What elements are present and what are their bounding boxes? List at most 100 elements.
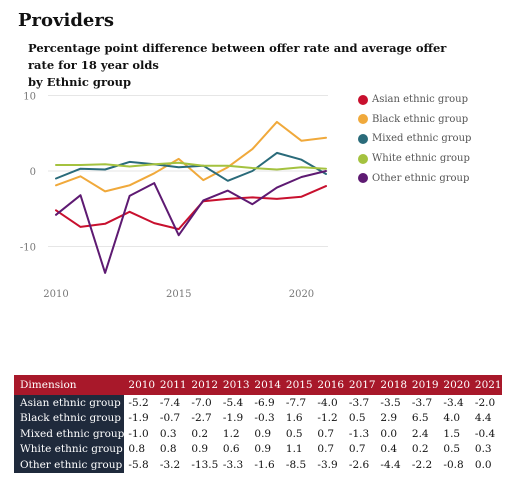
table-cell: -5.4 — [222, 396, 244, 409]
table-header-year: 2014 — [250, 375, 282, 395]
table-cell: -3.5 — [380, 396, 401, 409]
table-row-label: Asian ethnic group — [14, 395, 125, 411]
legend-label: Asian ethnic group — [372, 94, 468, 106]
table-row: White ethnic group 0.8 0.8 0.9 0.6 0.9 1.1 0.7 0… — [14, 441, 502, 457]
table-cell: 1.5 — [443, 427, 461, 440]
table-row-label: Mixed ethnic group — [14, 426, 125, 442]
table-cell: -0.7 — [159, 412, 181, 425]
table-cell: 1.2 — [222, 427, 240, 440]
table-header-year: 2012 — [187, 375, 219, 395]
y-tick-label: -10 — [20, 243, 36, 254]
table-cell: -1.3 — [348, 427, 370, 440]
table-row: Black ethnic group -1.9 -0.7 -2.7 -1.9 -0.3 1.… — [14, 410, 502, 426]
legend-swatch — [358, 173, 368, 184]
table-cell: -0.4 — [474, 427, 496, 440]
data-table: Dimension 2010 2011 2012 2013 2014 2015 2016 20… — [14, 375, 503, 473]
table-header-year: 2010 — [124, 375, 156, 395]
table-header-row: Dimension 2010 2011 2012 2013 2014 2015 2016 20… — [14, 375, 503, 395]
chart-subtitle-line-2: by Ethnic group — [28, 75, 132, 89]
table-cell: -5.2 — [128, 396, 149, 409]
table-cell: 6.5 — [411, 412, 429, 425]
table-cell: 0.9 — [254, 443, 272, 456]
table-cell: -0.8 — [443, 458, 464, 471]
table-cell: 0.2 — [411, 443, 429, 456]
series-line — [55, 170, 327, 274]
table-cell: -3.9 — [317, 458, 338, 471]
table-cell: 0.8 — [128, 443, 146, 456]
table-cell: -3.7 — [348, 396, 370, 409]
table-header-year: 2016 — [313, 375, 345, 395]
table-cell: -3.7 — [411, 396, 433, 409]
table-cell: 0.5 — [285, 427, 303, 440]
table-header-year: 2013 — [218, 375, 251, 395]
legend-label: White ethnic group — [372, 153, 470, 165]
page-title: Providers — [18, 10, 114, 31]
table-cell: -1.9 — [222, 412, 244, 425]
legend-swatch — [358, 94, 368, 105]
table-cell: -4.4 — [380, 458, 401, 471]
table-cell: -7.4 — [159, 396, 181, 409]
legend-label: Other ethnic group — [372, 172, 470, 184]
table-cell: 0.8 — [159, 443, 177, 456]
table-cell: 0.9 — [191, 443, 209, 456]
table-cell: 0.7 — [317, 427, 335, 440]
table-cell: 1.6 — [285, 412, 303, 425]
table-cell: 0.0 — [380, 427, 398, 440]
legend-item[interactable]: White ethnic group — [358, 149, 471, 169]
table-cell: 0.3 — [159, 427, 177, 440]
table-row: Mixed ethnic group -1.0 0.3 0.2 1.2 0.9 0.5 0.7… — [14, 426, 502, 442]
table-row-label: Black ethnic group — [14, 410, 125, 426]
table-cell: -0.3 — [254, 412, 275, 425]
table-cell: -3.4 — [443, 396, 464, 409]
table-cell: -3.2 — [159, 458, 181, 471]
series-line — [55, 120, 327, 193]
series-line — [55, 185, 327, 231]
table-cell: 4.4 — [474, 412, 492, 425]
chart-subtitle-line-1: Percentage point difference between offe… — [28, 41, 447, 72]
table-cell: -13.5 — [191, 458, 219, 471]
chart-subtitle: Percentage point difference between offe… — [28, 40, 448, 91]
table-cell: 0.4 — [380, 443, 398, 456]
table-cell: -6.9 — [254, 396, 275, 409]
table-header-year: 2020 — [439, 375, 471, 395]
table-cell: 0.5 — [348, 412, 366, 425]
table-cell: 0.0 — [474, 458, 492, 471]
table-cell: -2.0 — [474, 396, 496, 409]
table-cell: -7.7 — [285, 396, 307, 409]
legend-label: Black ethnic group — [372, 113, 469, 125]
table-row-label: Other ethnic group — [14, 457, 125, 473]
x-tick-label: 2020 — [289, 289, 314, 300]
table-cell: 1.1 — [285, 443, 303, 456]
legend-swatch — [358, 153, 368, 164]
table-cell: -7.0 — [191, 396, 212, 409]
table-row-label: White ethnic group — [14, 441, 125, 457]
legend-item[interactable]: Black ethnic group — [358, 110, 471, 130]
table-cell: 0.2 — [191, 427, 209, 440]
table-cell: 0.6 — [222, 443, 240, 456]
table-row: Other ethnic group -5.8 -3.2 -13.5 -3.3 -1.6-… — [14, 457, 502, 473]
table-cell: -3.3 — [222, 458, 244, 471]
legend-item[interactable]: Mixed ethnic group — [358, 129, 471, 149]
y-tick-label: 0 — [30, 167, 36, 178]
table-cell: 2.9 — [380, 412, 398, 425]
table-cell: 0.5 — [443, 443, 461, 456]
table-cell: 0.7 — [348, 443, 366, 456]
table-cell: -1.9 — [128, 412, 149, 425]
table-header-year: 2019 — [407, 375, 440, 395]
table-header-dimension: Dimension — [14, 375, 125, 395]
table-cell: 0.7 — [317, 443, 335, 456]
y-tick-label: 10 — [23, 92, 36, 103]
table-cell: 2.4 — [411, 427, 429, 440]
table-body: Asian ethnic group -5.2 -7.4 -7.0 -5.4 -6.9 -7… — [14, 395, 502, 473]
legend-item[interactable]: Asian ethnic group — [358, 90, 471, 110]
table-header-year: 2015 — [281, 375, 314, 395]
table-cell: -1.0 — [128, 427, 149, 440]
table-header-year: 2017 — [344, 375, 377, 395]
table-cell: 4.0 — [443, 412, 461, 425]
line-chart: 10 0 -10 2010 2015 2020 — [20, 92, 328, 300]
table-cell: 0.9 — [254, 427, 272, 440]
chart-legend: Asian ethnic group Black ethnic group Mixe… — [358, 90, 471, 188]
x-tick-label: 2015 — [166, 289, 191, 300]
legend-item[interactable]: Other ethnic group — [358, 168, 471, 188]
table-cell: -1.2 — [317, 412, 338, 425]
